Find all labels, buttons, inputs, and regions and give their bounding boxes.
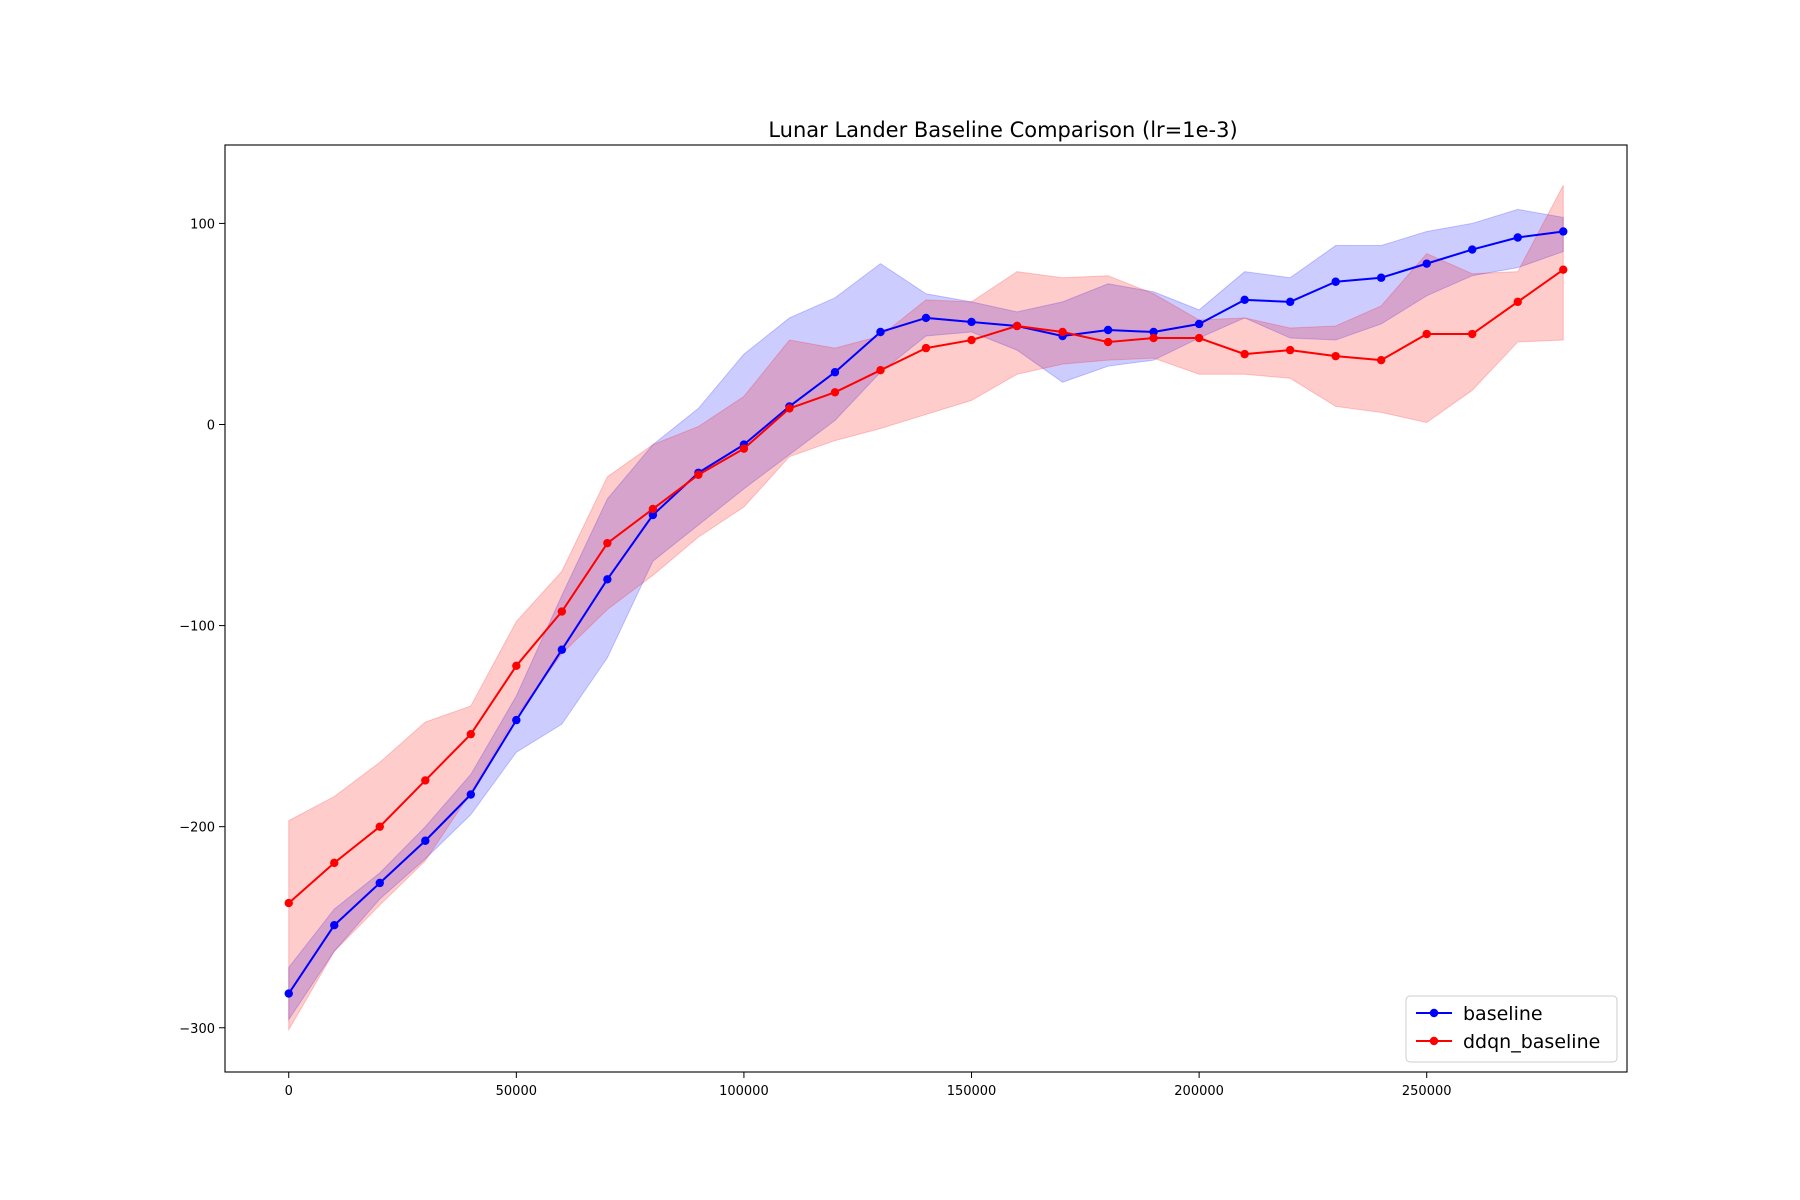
data-point-ddqn_baseline — [1513, 297, 1522, 307]
data-point-ddqn_baseline — [1103, 337, 1113, 347]
data-point-baseline — [466, 790, 476, 799]
data-point-ddqn_baseline — [557, 607, 567, 616]
x-tick-label: 0 — [285, 1084, 293, 1099]
data-point-ddqn_baseline — [739, 444, 749, 453]
data-point-baseline — [1376, 273, 1386, 282]
data-point-baseline — [830, 368, 840, 377]
legend: baseline ddqn_baseline — [1405, 995, 1618, 1063]
data-point-baseline — [648, 510, 658, 520]
data-point-baseline — [876, 327, 885, 337]
legend-box — [1405, 995, 1618, 1063]
data-point-ddqn_baseline — [330, 858, 339, 868]
data-point-baseline — [375, 878, 384, 888]
data-point-baseline — [1468, 245, 1477, 254]
x-tick-label: 150000 — [947, 1084, 997, 1099]
data-point-ddqn_baseline — [1194, 333, 1204, 343]
x-tick-label: 100000 — [719, 1084, 769, 1099]
legend-label-baseline: baseline — [1463, 1003, 1543, 1025]
series-band-baseline — [288, 208, 1564, 1022]
data-point-baseline — [1240, 295, 1249, 305]
x-tick-label: 200000 — [1174, 1084, 1224, 1099]
chart-title: Lunar Lander Baseline Comparison (lr=1e-… — [768, 118, 1237, 142]
data-point-ddqn_baseline — [921, 343, 931, 353]
data-point-ddqn_baseline — [1012, 321, 1022, 331]
data-point-ddqn_baseline — [648, 504, 658, 514]
data-point-baseline — [1331, 277, 1340, 286]
data-point-ddqn_baseline — [284, 898, 293, 908]
data-point-ddqn_baseline — [785, 404, 794, 413]
legend-swatch-marker-ddqn_baseline — [1429, 1036, 1439, 1046]
data-point-ddqn_baseline — [1468, 329, 1477, 339]
data-point-baseline — [921, 313, 931, 323]
y-tick-label: 0 — [207, 419, 215, 434]
data-point-ddqn_baseline — [375, 822, 384, 831]
data-point-baseline — [1285, 297, 1295, 307]
axes-frame — [224, 144, 1628, 1073]
y-tick-label: −300 — [179, 1022, 215, 1037]
data-point-ddqn_baseline — [1058, 327, 1067, 337]
series-band-ddqn_baseline — [288, 184, 1564, 1032]
data-point-ddqn_baseline — [512, 661, 521, 671]
data-point-baseline — [1513, 233, 1522, 242]
data-point-ddqn_baseline — [1422, 329, 1431, 339]
data-point-ddqn_baseline — [1376, 355, 1386, 365]
data-point-baseline — [1149, 327, 1158, 337]
data-point-baseline — [603, 575, 612, 584]
data-point-ddqn_baseline — [1149, 333, 1158, 343]
data-point-baseline — [1103, 325, 1113, 335]
plot-area: 0 50000 100000 150000 200000 250000 100 0 −100 −2… — [179, 144, 1628, 1099]
legend-label-ddqn_baseline: ddqn_baseline — [1463, 1031, 1600, 1053]
data-point-baseline — [421, 836, 430, 845]
data-point-ddqn_baseline — [1285, 345, 1295, 355]
legend-swatch-marker-baseline — [1429, 1008, 1439, 1018]
data-point-baseline — [284, 989, 293, 998]
y-tick-label: −200 — [179, 821, 215, 836]
data-point-baseline — [512, 715, 521, 725]
x-tick-label: 50000 — [496, 1084, 537, 1099]
data-point-ddqn_baseline — [1240, 349, 1249, 359]
data-point-baseline — [967, 317, 976, 327]
data-point-ddqn_baseline — [694, 470, 703, 479]
data-point-baseline — [1559, 227, 1568, 236]
y-tick-label: −100 — [179, 620, 215, 635]
data-point-ddqn_baseline — [1331, 351, 1340, 361]
x-tick-label: 250000 — [1402, 1084, 1452, 1099]
data-point-ddqn_baseline — [421, 776, 430, 785]
data-point-baseline — [1194, 319, 1204, 329]
data-point-ddqn_baseline — [967, 335, 976, 345]
data-point-ddqn_baseline — [603, 538, 612, 548]
y-tick-label: 100 — [190, 217, 215, 232]
data-point-baseline — [557, 645, 567, 654]
data-point-baseline — [1422, 259, 1431, 268]
data-point-ddqn_baseline — [830, 388, 840, 397]
data-point-ddqn_baseline — [876, 366, 885, 375]
data-point-ddqn_baseline — [466, 729, 476, 739]
data-point-ddqn_baseline — [1559, 265, 1568, 274]
data-point-baseline — [330, 921, 339, 930]
